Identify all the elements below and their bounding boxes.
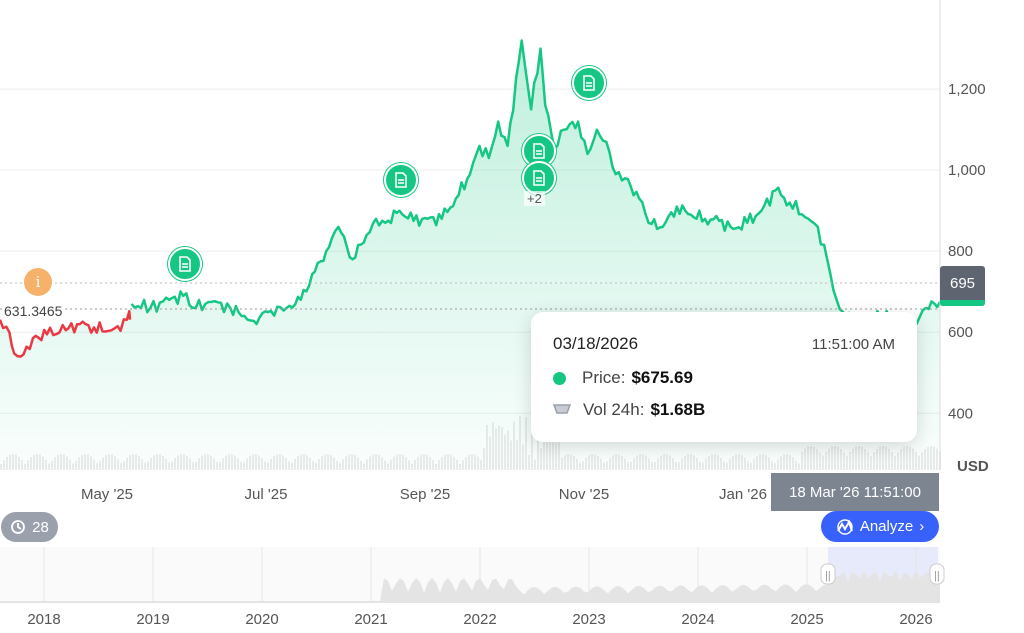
svg-text:||: || — [934, 570, 940, 582]
tooltip-date: 03/18/2026 — [553, 334, 639, 353]
price-tooltip: 03/18/2026 11:51:00 AM Price: $675.69 Vo… — [531, 312, 917, 442]
navigator-tick-label: 2019 — [136, 611, 169, 628]
news-marker-icon[interactable] — [384, 163, 418, 197]
tooltip-price-row: Price: $675.69 — [553, 368, 693, 388]
svg-text:||: || — [825, 570, 831, 582]
navigator-tick-label: 2020 — [245, 611, 278, 628]
history-icon — [11, 520, 26, 534]
x-tick-label: May '25 — [81, 486, 133, 503]
document-icon — [533, 170, 545, 186]
tooltip-price-label: Price: — [582, 368, 626, 387]
news-marker-icon[interactable] — [522, 161, 556, 195]
y-tick-label: 1,000 — [948, 162, 986, 179]
analyze-button[interactable]: Analyze › — [821, 511, 939, 542]
news-more-count[interactable]: +2 — [524, 191, 545, 206]
tooltip-volume-row: Vol 24h: $1.68B — [553, 400, 705, 420]
volume-icon — [553, 404, 571, 414]
x-tick-label: Jul '25 — [245, 486, 288, 503]
y-tick-label: 800 — [948, 243, 973, 260]
y-tick-label: 600 — [948, 324, 973, 341]
current-price-label: 695 — [949, 275, 976, 292]
price-dot-icon — [553, 371, 566, 385]
tooltip-time: 11:51:00 AM — [811, 336, 895, 353]
price-line-down — [0, 309, 132, 358]
document-icon — [533, 143, 545, 159]
info-icon[interactable]: i — [24, 268, 52, 296]
price-line-up — [130, 39, 942, 329]
document-icon — [179, 256, 191, 272]
crosshair-time-label: 18 Mar '26 11:51:00 — [771, 473, 939, 511]
history-count: 28 — [32, 518, 49, 536]
y-tick-label: 400 — [948, 405, 973, 422]
tooltip-volume-label: Vol 24h: — [583, 400, 645, 419]
current-price-tag: 695 — [940, 266, 985, 306]
navigator-tick-label: 2023 — [572, 611, 605, 628]
x-tick-label: Sep '25 — [400, 486, 450, 503]
currency-label: USD — [957, 458, 989, 475]
chevron-right-icon: › — [919, 518, 925, 535]
navigator-volume — [0, 571, 940, 603]
tooltip-volume-value: $1.68B — [650, 400, 706, 419]
history-button[interactable]: 28 — [1, 512, 58, 542]
navigator-tick-label: 2024 — [681, 611, 714, 628]
analyze-label: Analyze — [859, 518, 914, 535]
x-tick-label: Nov '25 — [559, 486, 609, 503]
y-tick-label: 1,200 — [948, 81, 986, 98]
analyze-icon — [836, 518, 853, 535]
navigator-handle-left — [820, 563, 836, 585]
document-icon — [395, 172, 407, 188]
news-marker-icon[interactable] — [572, 66, 606, 100]
x-tick-label: Jan '26 — [719, 486, 767, 503]
navigator-tick-label: 2026 — [899, 611, 932, 628]
tooltip-price-value: $675.69 — [631, 368, 693, 387]
navigator-tick-label: 2018 — [27, 611, 60, 628]
baseline-label: 631.3465 — [2, 303, 65, 319]
navigator-tick-label: 2021 — [354, 611, 387, 628]
navigator-handle-right — [929, 563, 945, 585]
navigator-tick-label: 2022 — [463, 611, 496, 628]
document-icon — [583, 75, 595, 91]
navigator-tick-label: 2025 — [790, 611, 823, 628]
news-marker-icon[interactable] — [168, 247, 202, 281]
